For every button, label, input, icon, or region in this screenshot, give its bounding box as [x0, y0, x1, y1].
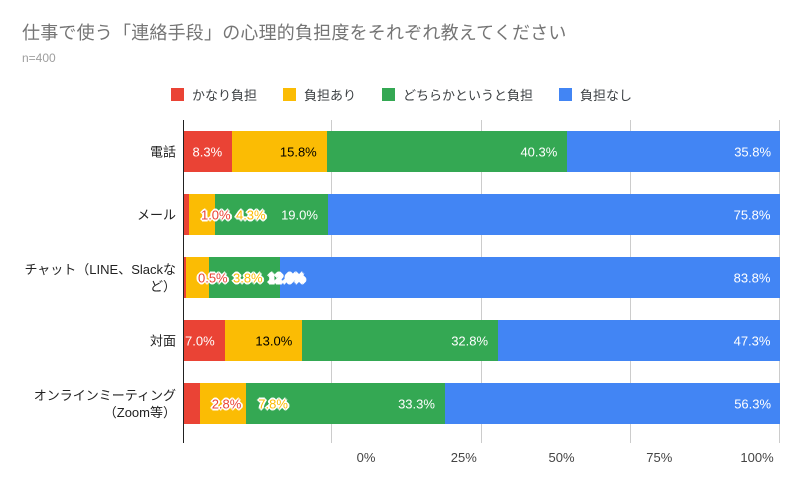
legend-item: 負担なし — [559, 85, 632, 104]
bar-segment — [183, 131, 233, 172]
bar-row: メール 1.0% 4.3% 19.0% 75.8% — [137, 183, 780, 246]
category-label: チャット（LINE、Slackな ど） — [24, 261, 176, 294]
bar-segment — [280, 257, 781, 298]
category-label: 対面 — [149, 333, 176, 348]
bar-segment — [444, 383, 780, 424]
bar-row: 電話 8.3% 15.8% 40.3% 35.8% — [150, 120, 780, 183]
legend-swatch — [282, 87, 296, 101]
x-tick-label: 25% — [450, 450, 477, 465]
legend: かなり負担 負担あり どちらかというと負担 負担なし — [0, 85, 803, 104]
bar-row: 対面 7.0% 13.0% 32.8% 47.3% — [150, 309, 780, 372]
y-axis-line — [183, 120, 184, 443]
value-label: 2.8% — [211, 396, 242, 411]
bar-segment — [327, 194, 780, 235]
bar-segment — [183, 194, 189, 235]
value-label: 40.3% — [520, 144, 558, 159]
chart-title: 仕事で使う「連絡手段」の心理的負担度をそれぞれ教えてください — [22, 23, 567, 43]
value-label: 15.8% — [279, 144, 317, 159]
bar-segment — [224, 320, 303, 361]
legend-swatch — [559, 87, 573, 101]
value-label: 8.3% — [192, 144, 223, 159]
bar-rows: 電話 8.3% 15.8% 40.3% 35.8% メール 1.0% 4.3% 19.0% 75.… — [24, 120, 781, 435]
stacked-bar — [183, 194, 780, 235]
legend-label: 負担あり — [303, 87, 356, 103]
category-label: メール — [136, 207, 176, 222]
value-label: 75.8% — [733, 207, 771, 222]
x-axis: 0% 25% 50% 75% 100% — [357, 450, 774, 470]
bar-segment — [208, 257, 281, 298]
value-label: 47.3% — [733, 333, 771, 348]
value-label: 35.8% — [734, 144, 772, 159]
legend-label: かなり負担 — [191, 87, 257, 103]
stacked-bar — [183, 383, 780, 424]
bar-row: オンラインミーティング （Zoom等） 2.8% 7.8% 33.3% 56.3% — [34, 372, 780, 435]
bar-segment — [183, 383, 200, 424]
legend-label: 負担なし — [580, 87, 633, 103]
value-label: 7.0% — [185, 333, 215, 348]
legend-swatch — [382, 87, 395, 101]
value-label: 7.8% — [258, 396, 288, 411]
value-label: 4.3% — [235, 207, 266, 222]
x-tick-label: 0% — [356, 450, 376, 465]
bar-segment — [183, 257, 186, 298]
bar-segment — [188, 194, 215, 235]
bar-segment — [497, 320, 780, 361]
value-label: 12.0% — [267, 270, 305, 285]
value-label: 32.8% — [451, 333, 489, 348]
x-tick-label: 50% — [548, 450, 575, 465]
bar-segment — [302, 320, 498, 361]
x-tick-label: 100% — [740, 450, 774, 465]
legend-swatch — [170, 87, 184, 101]
x-tick-label: 75% — [646, 450, 673, 465]
legend-item: かなり負担 — [170, 85, 257, 104]
category-label: オンラインミーティング （Zoom等） — [33, 387, 176, 420]
stacked-bar — [183, 320, 780, 361]
category-label: 電話 — [149, 144, 176, 159]
value-label: 19.0% — [281, 207, 318, 222]
bar-segment — [326, 131, 567, 172]
plot-area: 電話 8.3% 15.8% 40.3% 35.8% メール 1.0% 4.3% 19.0% 75.… — [24, 120, 781, 443]
bar-segment — [199, 383, 247, 424]
legend-item: 負担あり — [282, 85, 356, 104]
value-label: 1.0% — [200, 207, 231, 222]
bar-segment — [214, 194, 328, 235]
value-label: 56.3% — [734, 396, 772, 411]
sample-size-label: n=400 — [22, 51, 56, 65]
legend-label: どちらかというと負担 — [403, 87, 534, 103]
value-label: 33.3% — [398, 396, 435, 411]
bar-segment — [232, 131, 327, 172]
value-label: 0.5% — [197, 270, 228, 285]
bar-segment — [185, 257, 209, 298]
value-label: 3.8% — [232, 270, 263, 285]
value-label: 83.8% — [733, 270, 771, 285]
stacked-bar — [183, 131, 780, 172]
bar-segment — [246, 383, 445, 424]
value-label: 13.0% — [255, 333, 293, 348]
stacked-bar — [183, 257, 781, 298]
chart-area: 電話 8.3% 15.8% 40.3% 35.8% メール 1.0% 4.3% 19.0% 75.… — [0, 120, 803, 470]
bar-segment — [183, 320, 225, 361]
bar-segment — [566, 131, 780, 172]
legend-item: どちらかというと負担 — [382, 85, 533, 104]
bar-row: チャット（LINE、Slackな ど） 0.5% 3.8% 12.0% 83.8% — [24, 246, 781, 309]
